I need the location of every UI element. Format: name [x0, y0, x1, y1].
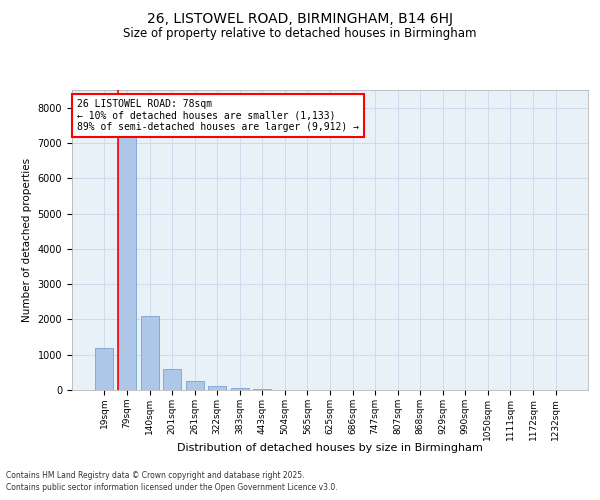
Bar	[118, 126, 136, 390]
Text: 26 LISTOWEL ROAD: 78sqm
← 10% of detached houses are smaller (1,133)
89% of semi: 26 LISTOWEL ROAD: 78sqm ← 10% of detache…	[77, 99, 359, 132]
Bar	[185, 381, 204, 390]
Text: 26, LISTOWEL ROAD, BIRMINGHAM, B14 6HJ: 26, LISTOWEL ROAD, BIRMINGHAM, B14 6HJ	[147, 12, 453, 26]
Bar	[208, 386, 226, 390]
X-axis label: Distribution of detached houses by size in Birmingham: Distribution of detached houses by size …	[177, 442, 483, 452]
Text: Size of property relative to detached houses in Birmingham: Size of property relative to detached ho…	[123, 28, 477, 40]
Bar	[95, 348, 113, 390]
Bar	[231, 388, 249, 390]
Y-axis label: Number of detached properties: Number of detached properties	[22, 158, 32, 322]
Bar	[163, 369, 181, 390]
Text: Contains HM Land Registry data © Crown copyright and database right 2025.: Contains HM Land Registry data © Crown c…	[6, 471, 305, 480]
Bar	[140, 316, 158, 390]
Text: Contains public sector information licensed under the Open Government Licence v3: Contains public sector information licen…	[6, 484, 338, 492]
